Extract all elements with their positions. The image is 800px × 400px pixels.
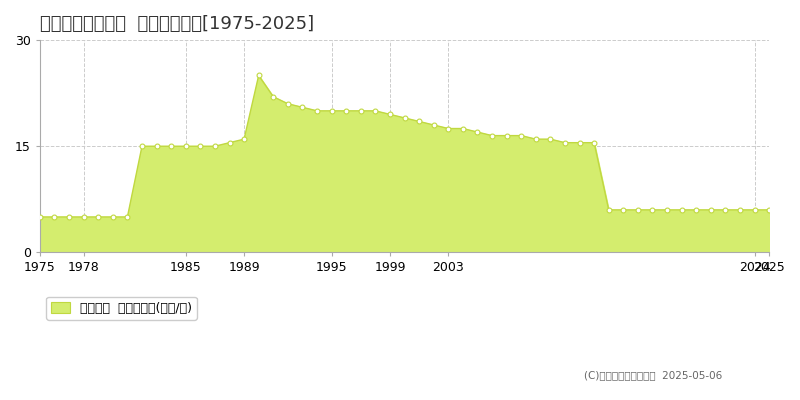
Legend: 公示地価  平均坪単価(万円/坪): 公示地価 平均坪単価(万円/坪) bbox=[46, 297, 197, 320]
Text: 吉野郡大淀町土田  公示地価推移[1975-2025]: 吉野郡大淀町土田 公示地価推移[1975-2025] bbox=[40, 15, 314, 33]
Text: (C)土地価格ドットコム  2025-05-06: (C)土地価格ドットコム 2025-05-06 bbox=[584, 370, 722, 380]
